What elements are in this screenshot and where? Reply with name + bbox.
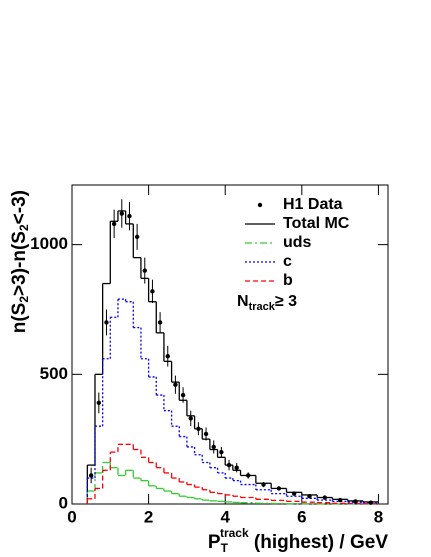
legend-label: H1 Data — [283, 196, 343, 213]
annotation-part: ≥ 3 — [275, 293, 297, 310]
x-tick-label: 6 — [297, 507, 306, 526]
annotation-sub: track — [249, 301, 276, 313]
data-point — [127, 213, 132, 219]
data-point — [173, 382, 178, 387]
data-point — [337, 497, 343, 503]
data-point — [88, 473, 94, 478]
x-tick-label: 4 — [220, 507, 230, 526]
annotation: Ntrack≥ 3 — [237, 293, 297, 313]
legend-label: uds — [283, 234, 312, 251]
data-point — [157, 320, 163, 325]
data-point — [150, 289, 155, 294]
data-point — [134, 234, 140, 240]
y-axis-label: n(S2>3)-n(S2<-3) — [9, 190, 31, 333]
y-label-part: <-3) — [9, 190, 30, 224]
x-label-part: (highest) / GeV — [249, 532, 389, 553]
x-axis-label: PTtrack (highest) / GeV — [208, 526, 388, 555]
data-point — [119, 211, 124, 216]
data-point — [180, 392, 186, 398]
y-tick-label: 500 — [40, 364, 68, 383]
x-label-part: P — [208, 532, 221, 553]
data-point — [322, 495, 327, 500]
data-point — [353, 499, 358, 504]
data-point — [111, 221, 117, 227]
legend-label: c — [283, 253, 292, 270]
plot-frame — [71, 184, 389, 505]
data-point — [307, 494, 312, 499]
hist-edge — [87, 211, 378, 504]
x-tick-label: 0 — [67, 507, 76, 526]
data-point — [188, 416, 193, 421]
data-point — [104, 320, 109, 325]
x-tick-label: 8 — [374, 507, 383, 526]
annotation-part: N — [237, 293, 249, 310]
data-point — [234, 465, 239, 470]
y-label-sub: 2 — [17, 296, 31, 303]
y-label-part: n(S — [9, 303, 30, 334]
y-label-part: >3)-n(S — [9, 231, 30, 296]
x-label-sub: T — [221, 541, 229, 555]
data-point — [142, 268, 147, 273]
y-label-sub: 2 — [17, 224, 31, 231]
data-point — [211, 444, 216, 450]
data-point — [219, 449, 224, 455]
x-tick-label: 2 — [144, 507, 153, 526]
data-point — [96, 400, 102, 406]
data-point — [276, 486, 282, 491]
y-tick-label: 1000 — [30, 234, 68, 253]
data-point — [226, 462, 232, 468]
hist-edge — [87, 444, 378, 504]
data-point — [261, 482, 266, 487]
hist-edge — [87, 299, 378, 504]
legend-label: b — [283, 272, 293, 289]
data-point — [291, 491, 297, 496]
data-point — [203, 431, 209, 437]
x-label-sup: track — [220, 526, 249, 540]
data-point — [165, 353, 170, 359]
data-point — [245, 473, 251, 478]
data-point — [196, 426, 201, 431]
data-point — [368, 500, 373, 505]
legend-marker — [257, 202, 263, 208]
y-tick-label: 0 — [59, 493, 68, 512]
legend-label: Total MC — [283, 215, 350, 232]
